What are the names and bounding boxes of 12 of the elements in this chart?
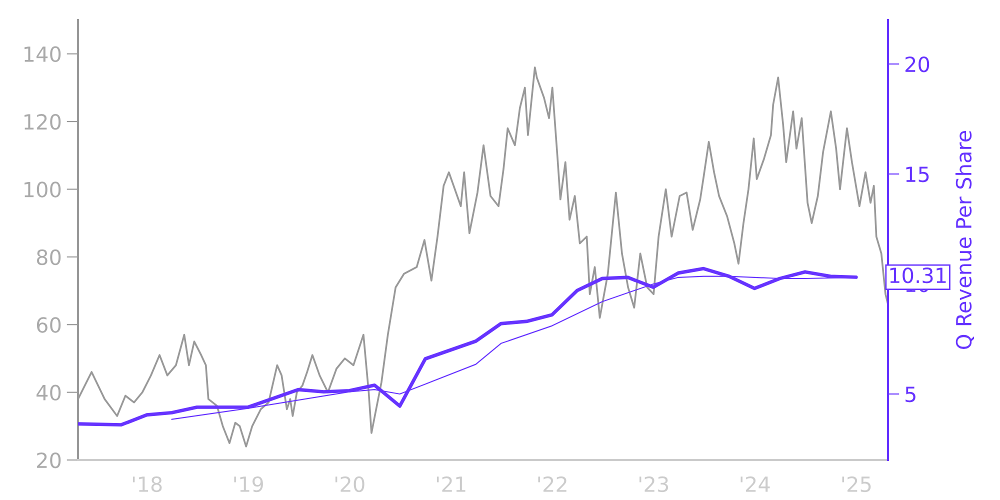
- y-tick-label: 20: [37, 452, 61, 468]
- y-tick-label: 120: [24, 114, 61, 130]
- y2-tick-label: 5: [906, 386, 916, 402]
- y2-tick-label: 20: [906, 56, 930, 72]
- y-tick-label: 40: [36, 384, 61, 401]
- y2-tick-label: 15: [906, 166, 929, 182]
- y-tick-label: 140: [24, 46, 61, 62]
- y-tick-label: 60: [36, 317, 61, 333]
- y-tick-label: 80: [36, 249, 61, 266]
- y-tick-label: 100: [24, 182, 61, 198]
- y2-axis-title: Q Revenue Per Share: [955, 130, 974, 349]
- text: 10.31: [890, 267, 946, 284]
